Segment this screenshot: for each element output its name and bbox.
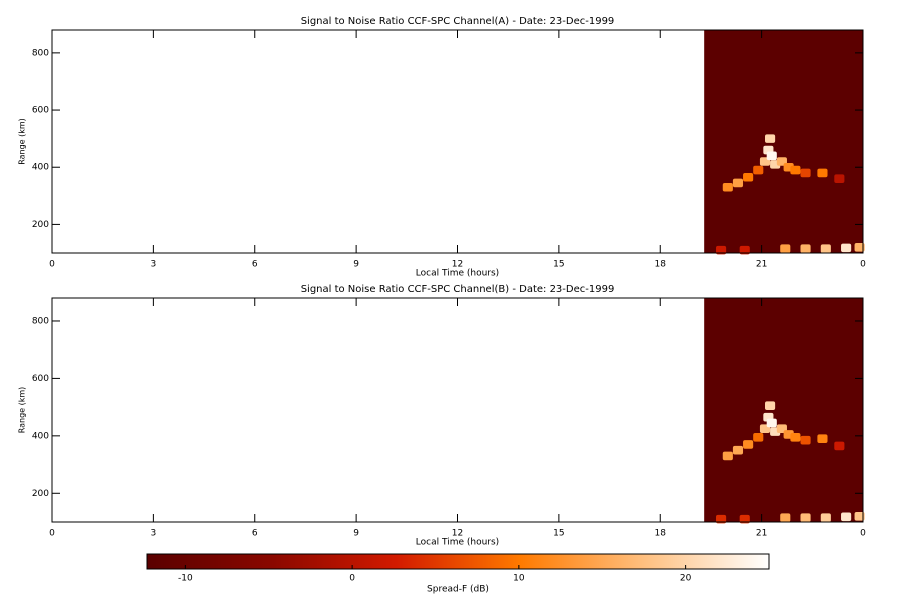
echo-cell [743, 172, 754, 182]
x-tick-label: 0 [860, 529, 866, 539]
echo-cell [841, 512, 852, 522]
echo-cell [800, 513, 811, 522]
echo-cell [732, 445, 744, 455]
x-tick-label: 12 [452, 529, 463, 539]
panel-title: Signal to Noise Ratio CCF-SPC Channel(B)… [301, 284, 615, 295]
x-tick-label: 0 [860, 260, 866, 270]
echo-cell [732, 178, 744, 188]
y-axis-label: Range (km) [18, 118, 27, 165]
echo-cell [739, 245, 750, 255]
echo-cell [820, 244, 831, 253]
colorbar-tick-label: 0 [349, 574, 355, 584]
echo-cell [800, 244, 811, 253]
colorbar-tick-label: -10 [178, 574, 193, 584]
y-axis-label: Range (km) [18, 387, 27, 434]
echo-cell [743, 440, 754, 449]
echo-cell [716, 245, 727, 255]
echo-cell [780, 244, 791, 253]
x-tick-label: 18 [655, 260, 667, 270]
x-tick-label: 9 [353, 260, 359, 270]
x-tick-label: 3 [151, 529, 157, 539]
echo-cell [834, 174, 845, 183]
echo-cell [854, 242, 865, 252]
echo-cell [834, 441, 845, 451]
echo-cell [753, 432, 764, 442]
y-tick-label: 400 [32, 163, 49, 173]
y-tick-label: 200 [32, 220, 49, 230]
echo-cell [753, 165, 764, 175]
colorbar [146, 553, 770, 570]
x-tick-label: 0 [49, 529, 55, 539]
x-tick-label: 6 [252, 260, 258, 270]
y-tick-label: 400 [32, 431, 49, 441]
x-tick-label: 15 [553, 260, 564, 270]
echo-cell [790, 432, 801, 442]
x-axis-label: Local Time (hours) [416, 269, 499, 279]
echo-cell [800, 435, 811, 445]
colorbar-tick-label: 10 [513, 574, 525, 584]
x-tick-label: 21 [756, 260, 767, 270]
colorbar-tick-label: 20 [680, 574, 692, 584]
echo-cell [766, 418, 777, 428]
x-tick-label: 12 [452, 260, 463, 270]
echo-cell [766, 151, 777, 161]
y-tick-label: 800 [32, 48, 49, 58]
y-tick-label: 600 [32, 374, 49, 384]
x-axis-label: Local Time (hours) [416, 538, 499, 548]
echo-cell [765, 401, 776, 410]
x-tick-label: 18 [655, 529, 667, 539]
data-background [704, 30, 863, 253]
echo-cell [765, 134, 776, 143]
echo-cell [800, 168, 811, 178]
echo-cell [722, 451, 733, 461]
echo-cell [780, 513, 791, 522]
x-tick-label: 9 [353, 529, 359, 539]
echo-cell [817, 168, 828, 178]
y-tick-label: 200 [32, 489, 49, 499]
echo-cell [841, 243, 852, 253]
colorbar-label: Spread-F (dB) [427, 585, 489, 595]
panel-title: Signal to Noise Ratio CCF-SPC Channel(A)… [301, 16, 615, 27]
echo-cell [817, 434, 828, 444]
y-tick-label: 800 [32, 316, 49, 326]
echo-cell [739, 514, 750, 524]
x-tick-label: 3 [151, 260, 157, 270]
x-tick-label: 6 [252, 529, 258, 539]
x-tick-label: 15 [553, 529, 564, 539]
x-tick-label: 21 [756, 529, 767, 539]
y-tick-label: 600 [32, 106, 49, 116]
echo-cell [722, 182, 733, 192]
echo-cell [716, 514, 727, 524]
echo-cell [790, 165, 801, 175]
echo-cell [854, 511, 865, 521]
data-background [704, 298, 863, 522]
echo-cell [820, 513, 831, 522]
x-tick-label: 0 [49, 260, 55, 270]
